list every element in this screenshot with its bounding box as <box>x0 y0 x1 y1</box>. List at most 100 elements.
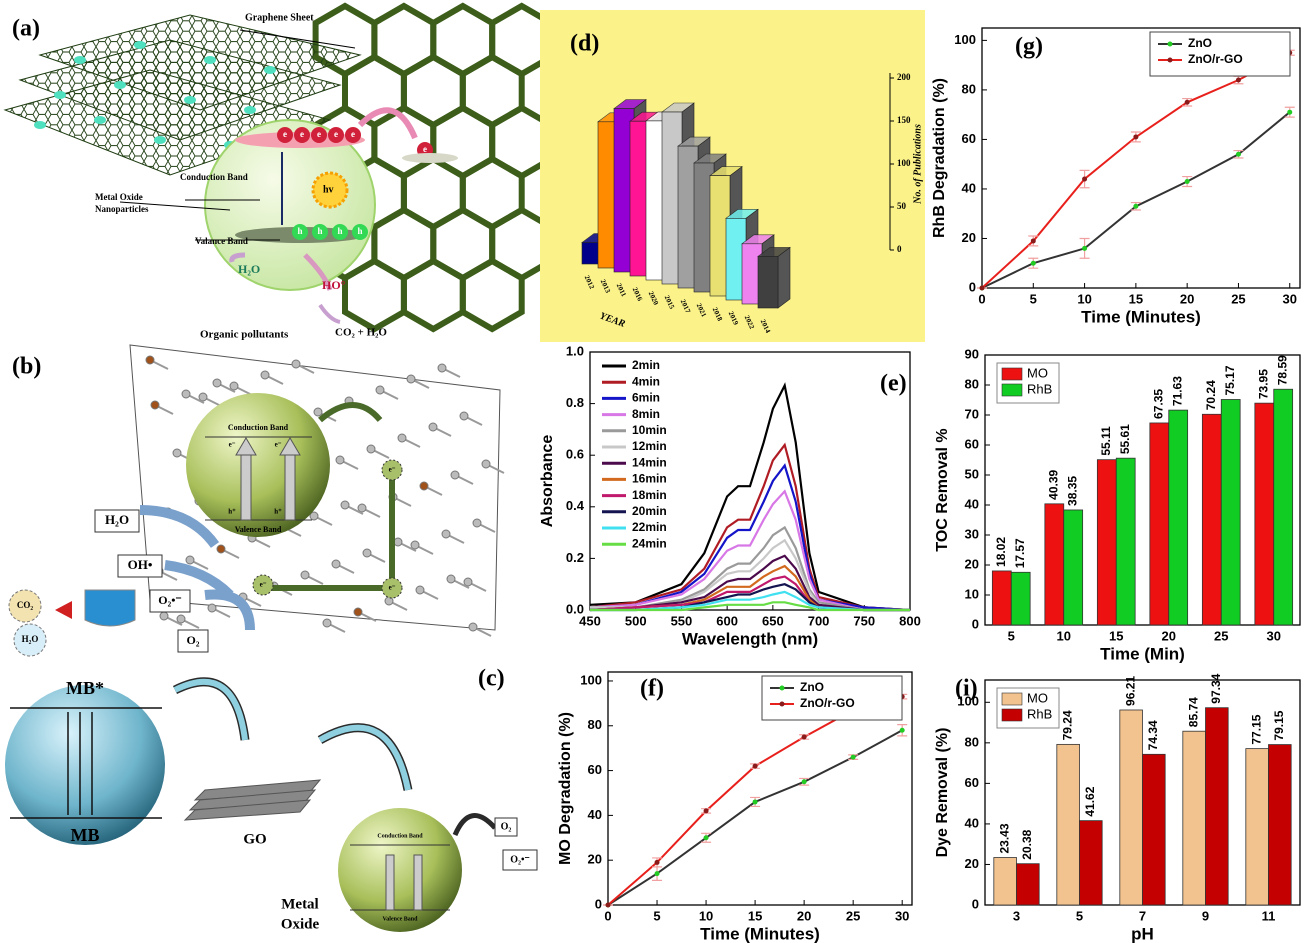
bar <box>993 857 1017 906</box>
atom <box>357 503 367 513</box>
series-line <box>589 489 910 612</box>
legend-label: 10min <box>632 423 667 437</box>
x-tick-label: 7 <box>1139 908 1146 923</box>
value-label: 17.57 <box>1013 538 1027 568</box>
arrow <box>172 677 250 741</box>
bar <box>1063 509 1084 626</box>
marker <box>703 808 709 814</box>
h2o-bubble <box>13 623 47 657</box>
electron-label: e⁻ <box>389 584 396 592</box>
atom <box>313 407 323 417</box>
x-tick-label: 25 <box>1231 291 1245 306</box>
bar <box>1168 409 1189 626</box>
y-tick-label: 0.8 <box>566 395 584 410</box>
label: GO <box>243 831 266 847</box>
bar <box>1245 748 1269 906</box>
x-tick-label: 9 <box>1202 908 1209 923</box>
x-tick-label: 750 <box>853 613 875 628</box>
y-tick-label: 40 <box>965 496 979 511</box>
y-tick-label: 40 <box>965 815 979 830</box>
value-label: 70.24 <box>1204 380 1218 410</box>
panel-label: (d) <box>570 31 599 57</box>
x-tick-label: 25 <box>846 908 860 923</box>
y-tick-label: 100 <box>957 694 979 709</box>
panel-label: (e) <box>880 371 907 397</box>
go-layer <box>183 799 312 821</box>
value-label: 79.24 <box>1060 710 1074 740</box>
atom <box>291 359 301 369</box>
excitation-arrow <box>413 854 423 911</box>
x-tick-label: 550 <box>671 613 693 628</box>
atom <box>481 459 491 469</box>
excitation-arrow <box>240 454 252 521</box>
bar <box>1096 459 1117 626</box>
x-tick-label: 500 <box>625 613 647 628</box>
legend-label: 16min <box>632 472 667 486</box>
oxide-sphere <box>338 808 462 932</box>
x-axis-label: Wavelength (nm) <box>682 629 818 648</box>
y-tick-label: 0 <box>969 279 976 294</box>
x-tick-label: 5 <box>653 908 660 923</box>
atom <box>362 548 372 558</box>
panel-label: (f) <box>640 676 664 702</box>
legend-label: 18min <box>632 488 667 502</box>
value-label: 41.62 <box>1083 786 1097 816</box>
marker <box>703 835 709 841</box>
x-tick-label: 11 <box>1262 908 1276 923</box>
legend-label: 14min <box>632 455 667 469</box>
panel-label: (c) <box>478 666 505 692</box>
legend-label: RhB <box>1027 706 1052 721</box>
atom <box>207 603 217 613</box>
x-tick-label: 5 <box>1076 908 1083 923</box>
beaker <box>84 589 136 627</box>
bar <box>1115 457 1136 626</box>
x-tick-label: 700 <box>808 613 830 628</box>
label: H₂O <box>238 262 260 276</box>
atom <box>437 363 447 373</box>
arrow <box>452 813 497 837</box>
atom <box>353 607 363 617</box>
legend-swatch <box>1001 708 1023 722</box>
atom <box>366 444 376 454</box>
y-axis-label: MO Degradation (%) <box>557 712 574 865</box>
x-tick-label: 15 <box>1129 291 1143 306</box>
value-label: 71.63 <box>1170 376 1184 406</box>
plot-frame <box>589 351 911 611</box>
legend-marker <box>779 685 785 691</box>
box <box>94 509 140 533</box>
arrow-head <box>235 437 257 456</box>
series-line <box>589 382 911 612</box>
electron <box>381 577 403 599</box>
y-tick-label: 0.0 <box>566 601 584 616</box>
x-tick-label: 10 <box>1057 628 1071 643</box>
label: H₂O <box>22 634 39 644</box>
atom <box>450 470 460 480</box>
value-label: 38.35 <box>1065 476 1079 506</box>
legend-marker <box>1167 57 1173 63</box>
y-tick-label: 200 <box>897 72 911 82</box>
x-tick-label: 600 <box>716 613 738 628</box>
y-tick-label: 20 <box>965 556 979 571</box>
y-tick-label: 0 <box>897 244 902 254</box>
excitation-arrow <box>284 454 296 521</box>
x-axis-label: Time (Min) <box>1100 644 1185 663</box>
atom <box>468 622 478 632</box>
x-tick-label: 20 <box>797 908 811 923</box>
legend-label: RhB <box>1027 381 1052 396</box>
value-label: 79.15 <box>1272 710 1286 740</box>
marker <box>979 285 985 291</box>
arrow <box>139 505 220 549</box>
diagram-b: (b) Conduction Band Valence Band e⁻ e⁻ e… <box>8 344 505 657</box>
y-tick-label: 80 <box>965 734 979 749</box>
nanoparticles <box>34 41 276 149</box>
atom <box>340 500 350 510</box>
graphene-lattice <box>312 2 555 333</box>
y-tick-label: 80 <box>965 376 979 391</box>
diagram-a: (a) Graphene Sheet Conduction Band Metal… <box>3 2 555 341</box>
label: Graphene Sheet <box>245 12 314 23</box>
bar <box>1010 571 1031 626</box>
x-tick-label: 650 <box>762 613 784 628</box>
label: Valance Band <box>195 236 248 246</box>
arrow-head <box>279 437 301 456</box>
